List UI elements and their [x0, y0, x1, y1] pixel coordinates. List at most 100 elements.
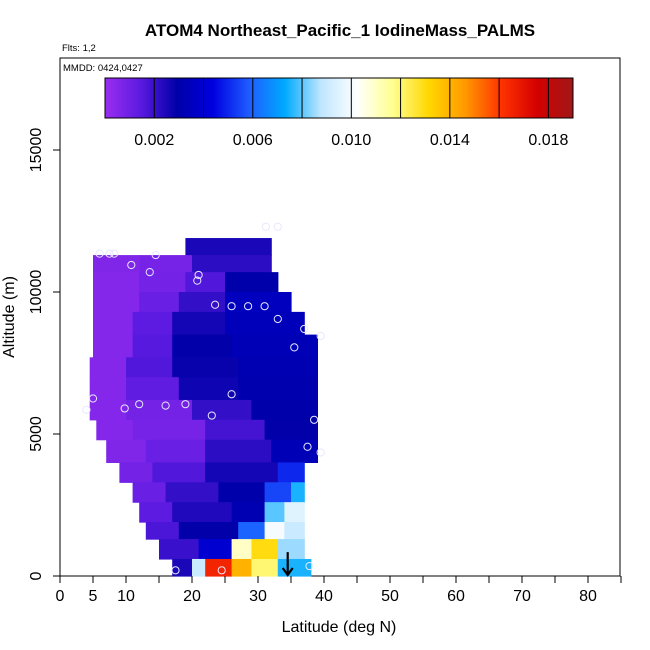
heatmap-cell — [231, 558, 252, 577]
heatmap-cell — [89, 357, 127, 378]
heatmap-cell — [264, 419, 318, 441]
flight-point — [120, 404, 129, 413]
heatmap-cell — [231, 539, 252, 560]
heatmap-cell — [218, 482, 266, 503]
heatmap-cell — [205, 439, 272, 463]
flight-point — [310, 415, 319, 424]
flight-point — [207, 411, 216, 420]
heatmap-cell — [251, 558, 279, 577]
heatmap-cell — [126, 357, 173, 378]
heatmap-cell — [132, 482, 167, 503]
x-tick-label: 0 — [56, 588, 65, 605]
flight-point — [110, 249, 119, 258]
flight-point — [127, 260, 136, 270]
x-tick-label: 40 — [315, 588, 333, 605]
heatmap-cell — [93, 272, 140, 293]
heatmap-cell — [225, 311, 305, 336]
heatmap-cell — [178, 377, 239, 401]
heatmap-cell — [264, 522, 285, 540]
flight-point — [171, 566, 180, 575]
flight-point — [161, 401, 170, 410]
flight-point — [217, 566, 226, 575]
heatmap-cell — [152, 462, 206, 483]
colorbar-gradient — [104, 77, 574, 119]
heatmap-cell — [178, 522, 239, 540]
heatmap-cell — [132, 419, 206, 441]
flight-point — [316, 331, 325, 341]
heatmap-cell — [185, 272, 226, 293]
flight-point — [273, 222, 282, 231]
heatmap-cell — [139, 255, 193, 273]
heatmap-cell — [238, 522, 266, 540]
heatmap-cell — [132, 311, 173, 336]
heatmap-cell — [192, 399, 252, 421]
heatmap-cell — [172, 558, 193, 577]
heatmap-cell — [89, 399, 127, 421]
flight-point — [135, 400, 144, 409]
flight-point — [290, 343, 299, 352]
heatmap-cell — [172, 334, 233, 358]
heatmap-cell — [291, 482, 305, 503]
flight-point — [305, 561, 314, 571]
flights-label: Flts: 1,2 — [62, 43, 96, 54]
flight-point — [145, 268, 154, 277]
heatmap-cell — [277, 539, 305, 560]
heatmap-cell — [264, 502, 285, 523]
flight-point — [303, 442, 312, 451]
flight-point — [151, 250, 160, 260]
flight-point — [82, 405, 91, 414]
heatmap-cell — [277, 462, 305, 483]
heatmap-cell — [264, 482, 292, 503]
flight-point — [260, 302, 269, 311]
flight-point — [193, 276, 202, 285]
heatmap-cell — [238, 357, 318, 378]
heatmap-cell — [126, 377, 180, 401]
heatmap-cell — [172, 357, 239, 378]
y-tick-label: 10000 — [28, 270, 45, 315]
arrow-marker — [281, 552, 294, 577]
heatmap-cell — [231, 502, 266, 523]
colorbar-tick-label: 0.006 — [233, 132, 273, 149]
heatmap-cell — [93, 311, 134, 336]
dates-label: MMDD: 0424,0427 — [63, 63, 143, 74]
heatmap-cell — [172, 502, 233, 523]
heatmap-cell — [106, 439, 147, 463]
x-tick-label: 50 — [381, 588, 399, 605]
heatmap-cell — [205, 462, 279, 483]
x-tick-label: 30 — [249, 588, 267, 605]
arrow-head — [281, 567, 294, 577]
heatmap-cell — [132, 334, 173, 358]
heatmap-cell — [145, 522, 180, 540]
heatmap-cell — [192, 255, 272, 273]
flight-point — [261, 222, 271, 231]
heatmap-cell — [165, 482, 219, 503]
chart-title: ATOM4 Northeast_Pacific_1 IodineMass_PAL… — [145, 21, 535, 40]
colorbar-tick-label: 0.014 — [430, 132, 470, 149]
heatmap-cell — [93, 292, 140, 313]
heatmap-cell — [96, 419, 134, 441]
x-axis-label: Latitude (deg N) — [282, 619, 397, 636]
heatmap-cell — [172, 311, 226, 336]
plot-frame — [59, 57, 621, 577]
x-axis: 0 5 10 20 30 40 50 60 70 80 — [56, 576, 622, 605]
heatmap-cell — [139, 272, 186, 293]
heatmap-cell — [178, 292, 226, 313]
colorbar-tick-label: 0.010 — [331, 132, 371, 149]
heatmap-cell — [139, 502, 173, 523]
heatmap-cell — [93, 255, 140, 273]
heatmap-cell — [185, 238, 272, 256]
flight-point — [211, 300, 220, 309]
heatmap-cell — [225, 272, 279, 293]
heatmap-cells — [89, 238, 318, 577]
heatmap-cell — [231, 334, 318, 358]
heatmap-cell — [225, 292, 292, 313]
heatmap-cell — [159, 539, 200, 560]
x-tick-label: 20 — [183, 588, 201, 605]
y-tick-label: 15000 — [28, 128, 45, 173]
flight-point — [194, 270, 203, 280]
flight-points — [82, 222, 325, 575]
flight-point — [181, 400, 190, 409]
heatmap-cell — [139, 292, 180, 313]
y-axis: 0 5000 10000 15000 — [28, 128, 60, 580]
